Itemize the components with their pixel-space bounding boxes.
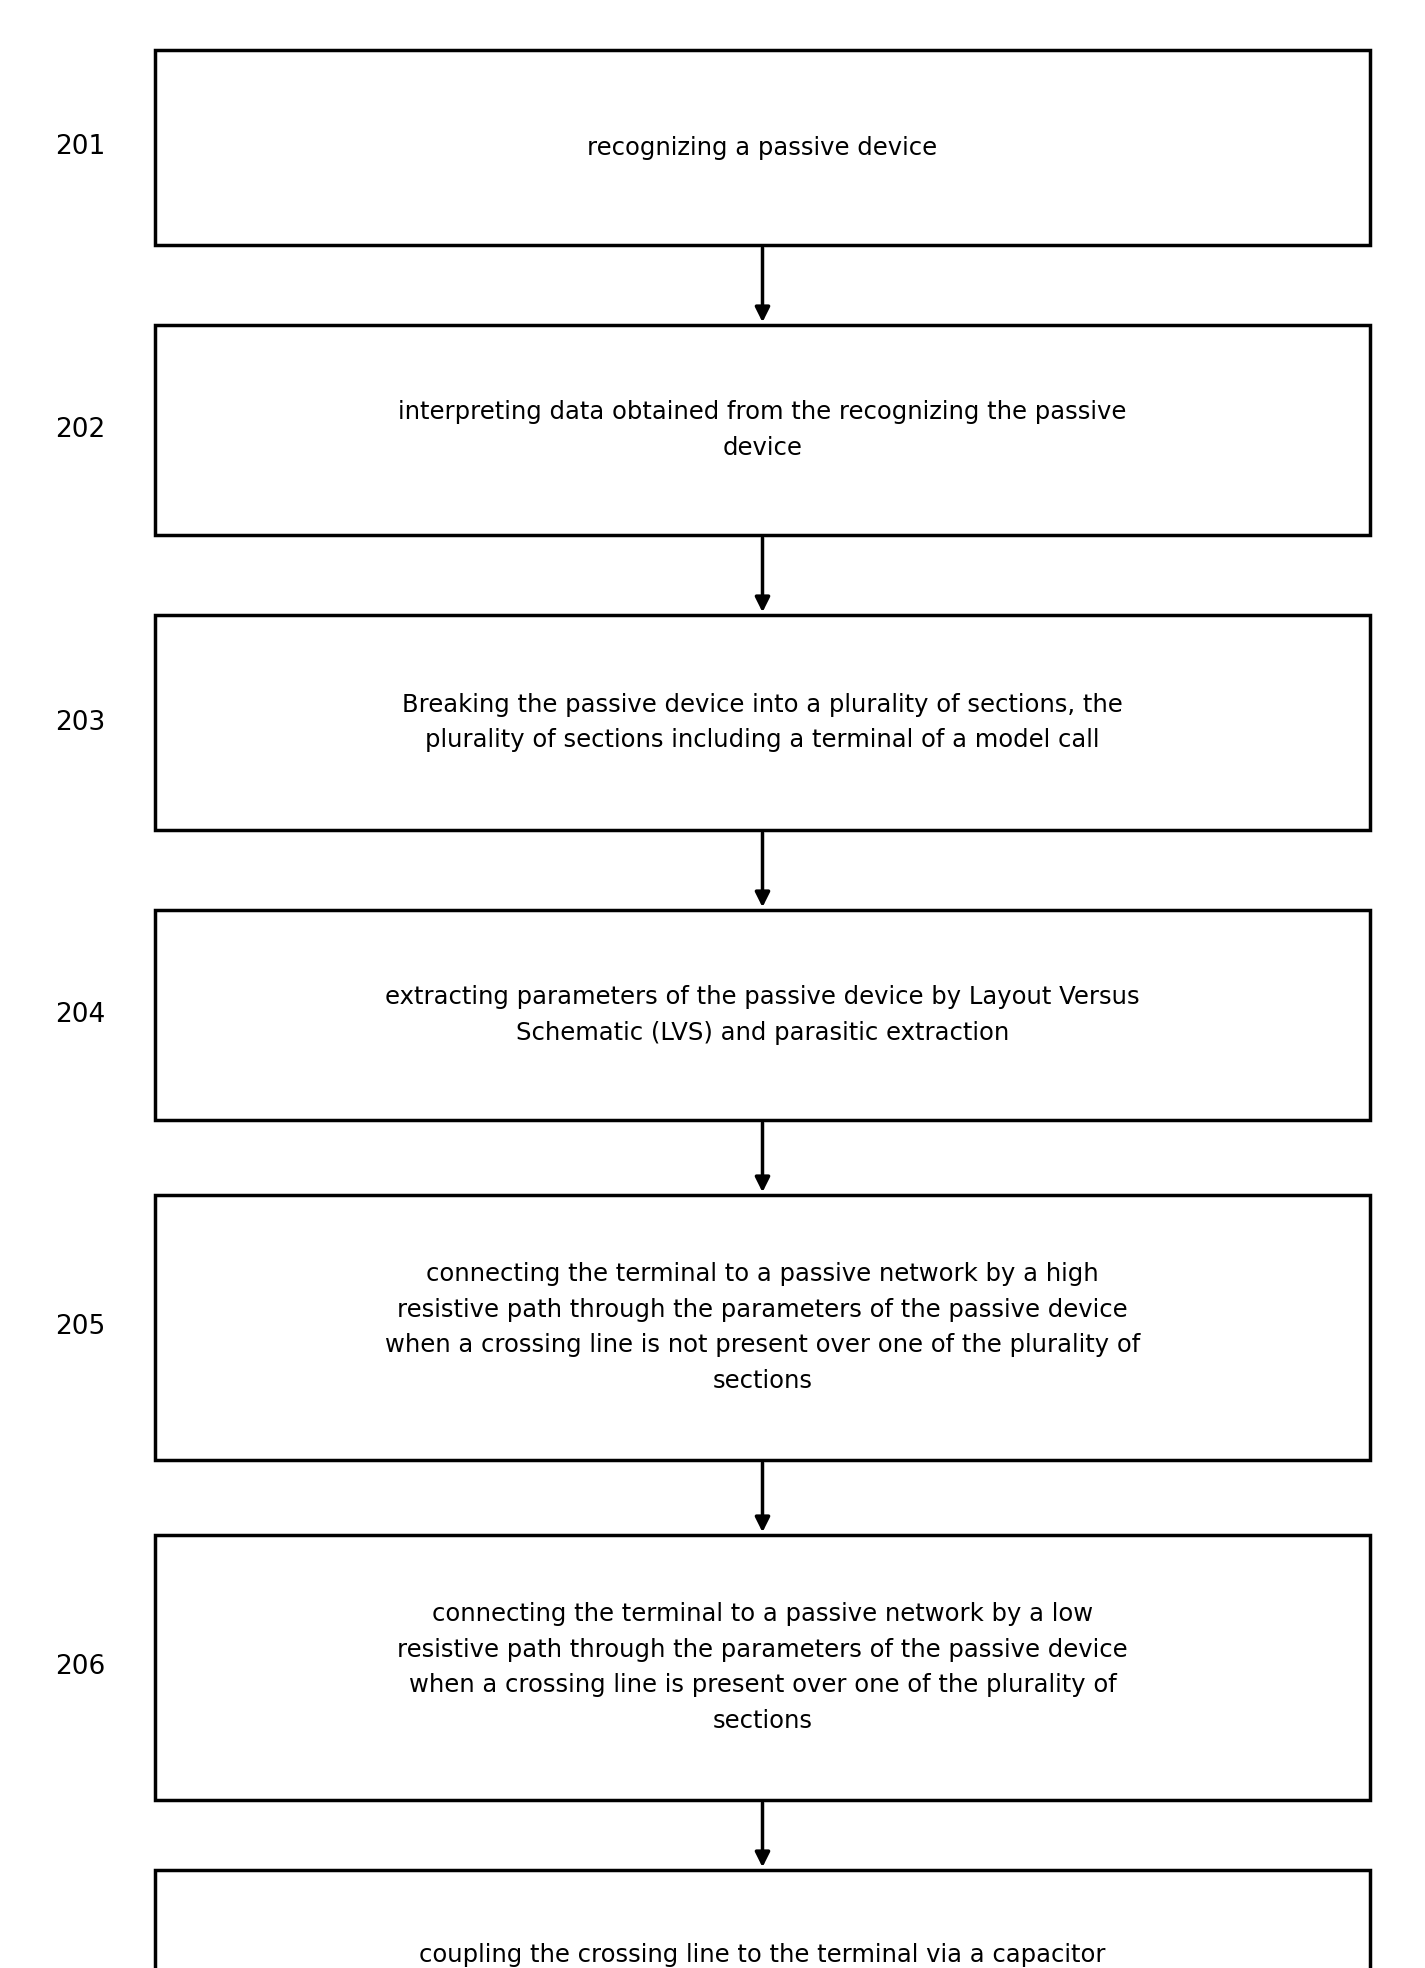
Bar: [155, 1195, 1369, 1460]
Text: coupling the crossing line to the terminal via a capacitor
produced in an extrac: coupling the crossing line to the termin…: [413, 1942, 1112, 1968]
Text: 204: 204: [56, 1002, 105, 1027]
Text: 202: 202: [56, 417, 105, 443]
Bar: [155, 1535, 1369, 1801]
Bar: [155, 49, 1369, 244]
Bar: [155, 325, 1369, 535]
Text: 205: 205: [56, 1315, 105, 1340]
Text: extracting parameters of the passive device by Layout Versus
Schematic (LVS) and: extracting parameters of the passive dev…: [385, 986, 1140, 1045]
Text: 201: 201: [56, 134, 105, 161]
Bar: [155, 909, 1369, 1120]
Text: connecting the terminal to a passive network by a high
resistive path through th: connecting the terminal to a passive net…: [385, 1261, 1140, 1393]
Bar: [155, 1870, 1369, 1968]
Text: interpreting data obtained from the recognizing the passive
device: interpreting data obtained from the reco…: [399, 400, 1127, 461]
Text: connecting the terminal to a passive network by a low
resistive path through the: connecting the terminal to a passive net…: [398, 1602, 1127, 1732]
Bar: [155, 614, 1369, 830]
Text: Breaking the passive device into a plurality of sections, the
plurality of secti: Breaking the passive device into a plura…: [402, 693, 1123, 752]
Text: 203: 203: [56, 710, 105, 736]
Text: 206: 206: [56, 1655, 105, 1681]
Text: recognizing a passive device: recognizing a passive device: [587, 136, 938, 159]
